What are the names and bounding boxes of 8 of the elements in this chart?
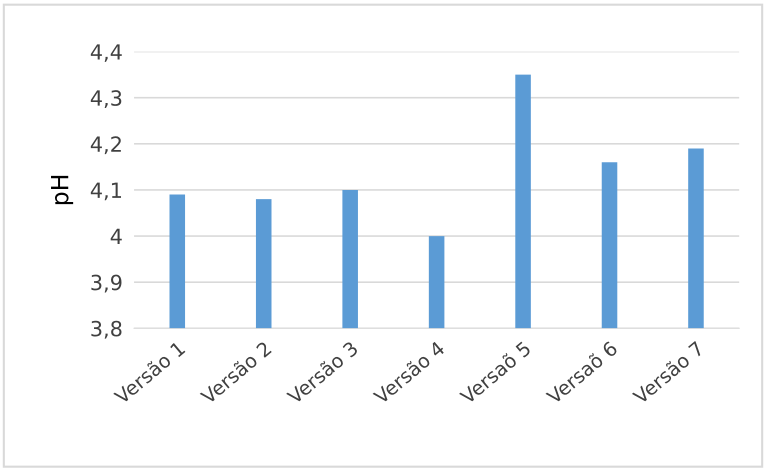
y-tick-label: 4,4: [90, 44, 122, 62]
y-tick-label: 4,2: [90, 136, 121, 154]
y-tick-label: 4: [110, 228, 122, 244]
y-tick-label: 3,8: [91, 320, 122, 339]
y-tick-label: 4,1: [90, 182, 122, 200]
y-axis-title: pH: [51, 176, 74, 204]
y-tick-label: 3,9: [91, 274, 122, 293]
y-tick-label: 4,3: [90, 90, 122, 108]
